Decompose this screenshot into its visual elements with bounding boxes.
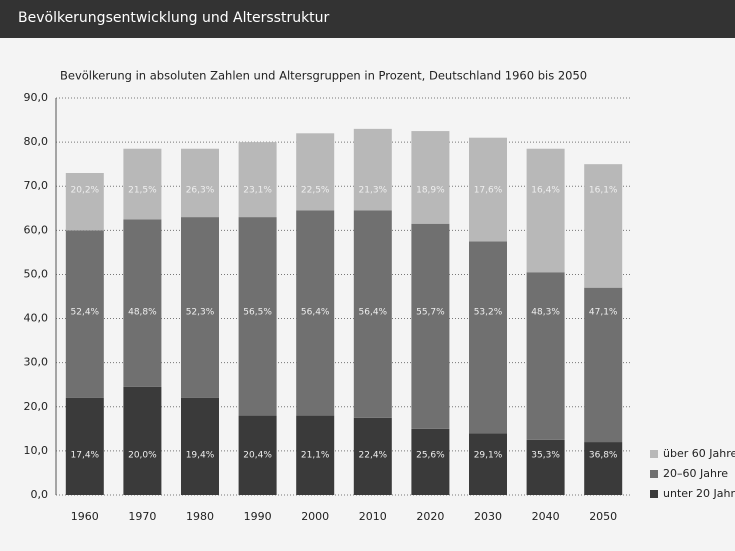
- segment-label: 20,4%: [243, 451, 272, 461]
- bar-segment: [65, 230, 104, 398]
- x-tick-label: 1990: [244, 510, 272, 523]
- segment-label: 53,2%: [474, 308, 503, 318]
- legend-label: 20–60 Jahre: [663, 467, 728, 480]
- segment-label: 18,9%: [416, 186, 445, 196]
- bar-segment: [181, 397, 219, 495]
- x-tick-label: 2040: [532, 510, 560, 523]
- bar-segment: [411, 223, 450, 429]
- segment-label: 56,4%: [301, 308, 330, 318]
- segment-label: 52,4%: [71, 308, 100, 318]
- x-tick-label: 1960: [71, 510, 99, 523]
- y-tick-label: 30,0: [24, 356, 49, 369]
- bar-segment: [411, 131, 450, 224]
- bar-segment: [353, 210, 392, 418]
- bar-segment: [123, 148, 162, 220]
- bar-segment: [123, 219, 162, 387]
- segment-label: 56,4%: [359, 308, 388, 318]
- segment-label: 29,1%: [474, 451, 503, 461]
- y-tick-label: 90,0: [24, 91, 49, 104]
- x-tick-label: 2020: [416, 510, 444, 523]
- segment-label: 21,5%: [128, 186, 157, 196]
- segment-label: 55,7%: [416, 308, 445, 318]
- segment-label: 19,4%: [186, 451, 215, 461]
- y-tick-label: 0,0: [31, 488, 49, 501]
- header-title: Bevölkerungsentwicklung und Altersstrukt…: [18, 10, 330, 26]
- x-tick-label: 1980: [186, 510, 214, 523]
- legend-swatch: [650, 490, 658, 498]
- segment-label: 47,1%: [589, 308, 618, 318]
- y-tick-label: 80,0: [24, 135, 49, 148]
- segment-label: 21,1%: [301, 451, 330, 461]
- x-tick-label: 2000: [301, 510, 329, 523]
- segment-label: 17,6%: [474, 186, 503, 196]
- segment-label: 23,1%: [243, 186, 272, 196]
- y-tick-label: 70,0: [24, 179, 49, 192]
- y-tick-label: 50,0: [24, 267, 49, 280]
- segment-label: 35,3%: [531, 451, 560, 461]
- segment-label: 20,0%: [128, 451, 157, 461]
- bar-segment: [65, 397, 104, 495]
- bar-segment: [584, 287, 623, 443]
- bar-segment: [411, 428, 450, 495]
- bar-segment: [181, 217, 219, 398]
- bar-segment: [123, 386, 162, 495]
- segment-label: 16,1%: [589, 186, 618, 196]
- chart-title: Bevölkerung in absoluten Zahlen und Alte…: [60, 69, 587, 83]
- x-tick-label: 2010: [359, 510, 387, 523]
- bar-segment: [181, 148, 219, 218]
- header-bar: Bevölkerungsentwicklung und Altersstrukt…: [0, 0, 735, 38]
- y-tick-label: 20,0: [24, 400, 49, 413]
- bar-segment: [296, 133, 335, 211]
- bar-segment: [469, 137, 507, 242]
- bar-segment: [65, 172, 104, 231]
- segment-label: 22,4%: [359, 451, 388, 461]
- bar-segment: [526, 148, 565, 273]
- segment-label: 16,4%: [531, 186, 560, 196]
- bar-segment: [353, 417, 392, 495]
- bar-segment: [238, 415, 277, 495]
- segment-label: 25,6%: [416, 451, 445, 461]
- segment-label: 56,5%: [243, 308, 272, 318]
- segment-label: 48,3%: [531, 308, 560, 318]
- segment-label: 52,3%: [186, 308, 215, 318]
- segment-label: 20,2%: [71, 186, 100, 196]
- bar-segment: [526, 272, 565, 440]
- legend-swatch: [650, 470, 658, 478]
- bar-segment: [238, 142, 277, 218]
- segment-label: 22,5%: [301, 186, 330, 196]
- y-tick-label: 60,0: [24, 223, 49, 236]
- x-tick-label: 2030: [474, 510, 502, 523]
- segment-label: 48,8%: [128, 308, 157, 318]
- x-tick-label: 1970: [128, 510, 156, 523]
- bar-segment: [296, 210, 335, 416]
- segment-label: 26,3%: [186, 186, 215, 196]
- bar-segment: [584, 164, 623, 288]
- y-tick-label: 10,0: [24, 444, 49, 457]
- bar-segment: [469, 241, 507, 434]
- x-tick-label: 2050: [589, 510, 617, 523]
- legend-label: über 60 Jahre: [663, 447, 735, 460]
- bar-segment: [526, 439, 565, 495]
- legend-label: unter 20 Jahre: [663, 487, 735, 500]
- bar-segment: [584, 442, 623, 495]
- bar-segment: [469, 433, 507, 495]
- segment-label: 36,8%: [589, 451, 618, 461]
- legend-swatch: [650, 450, 658, 458]
- segment-label: 17,4%: [71, 451, 100, 461]
- bar-segment: [296, 415, 335, 495]
- y-tick-label: 40,0: [24, 312, 49, 325]
- bar-segment: [353, 128, 392, 211]
- bar-segment: [238, 217, 277, 416]
- chart: Bevölkerung in absoluten Zahlen und Alte…: [24, 69, 735, 524]
- segment-label: 21,3%: [359, 186, 388, 196]
